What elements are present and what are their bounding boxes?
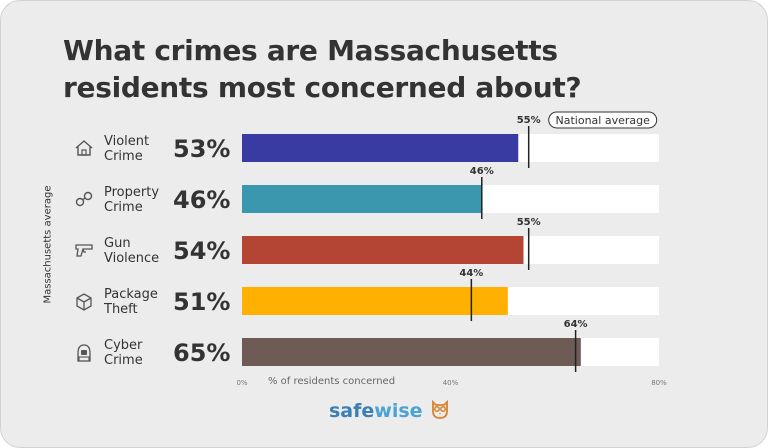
row-label: Cyber Crime: [104, 338, 143, 368]
value-label: 53%: [173, 135, 230, 163]
bar: [242, 236, 524, 264]
value-label: 51%: [173, 288, 230, 316]
legend-national-average: National average: [556, 114, 651, 127]
chart-title: What crimes are Massachusetts residents …: [63, 34, 582, 104]
safewise-logo: safewise: [329, 399, 449, 422]
national-average-label: 55%: [517, 217, 541, 228]
bar: [242, 338, 581, 366]
house-icon: [75, 140, 93, 156]
legend-pill: [548, 111, 658, 129]
brand-safe: safe: [329, 400, 375, 422]
national-average-label: 44%: [459, 268, 483, 279]
bar: [242, 185, 482, 213]
rows-layer: Violent Crime 53% 55% National average Proper…: [75, 111, 659, 372]
national-average-label: 46%: [470, 166, 494, 177]
row-label: Gun Violence: [104, 236, 159, 266]
hacker-icon: [77, 344, 91, 362]
x-tick-label: 80%: [651, 379, 667, 387]
x-tick-label: 40%: [443, 379, 459, 387]
bar: [242, 287, 508, 315]
row-label: Package Theft: [103, 287, 158, 317]
package-icon: [76, 293, 92, 311]
owl-icon: [432, 399, 449, 419]
handcuffs-icon: [75, 191, 93, 207]
x-axis-label: % of residents concerned: [268, 376, 395, 387]
national-average-label: 55%: [517, 115, 541, 126]
value-label: 54%: [173, 237, 230, 265]
x-axis: 0% 40% 80% % of residents concerned: [236, 376, 667, 387]
row-label: Property Crime: [104, 185, 159, 215]
brand-wise: wise: [374, 400, 423, 422]
national-average-label: 64%: [564, 319, 588, 330]
bar: [242, 134, 519, 162]
x-tick-label: 0%: [236, 379, 247, 387]
value-label: 46%: [173, 186, 230, 214]
value-label: 65%: [173, 339, 230, 367]
gun-icon: [75, 244, 93, 257]
row-label: Violent Crime: [104, 134, 149, 164]
